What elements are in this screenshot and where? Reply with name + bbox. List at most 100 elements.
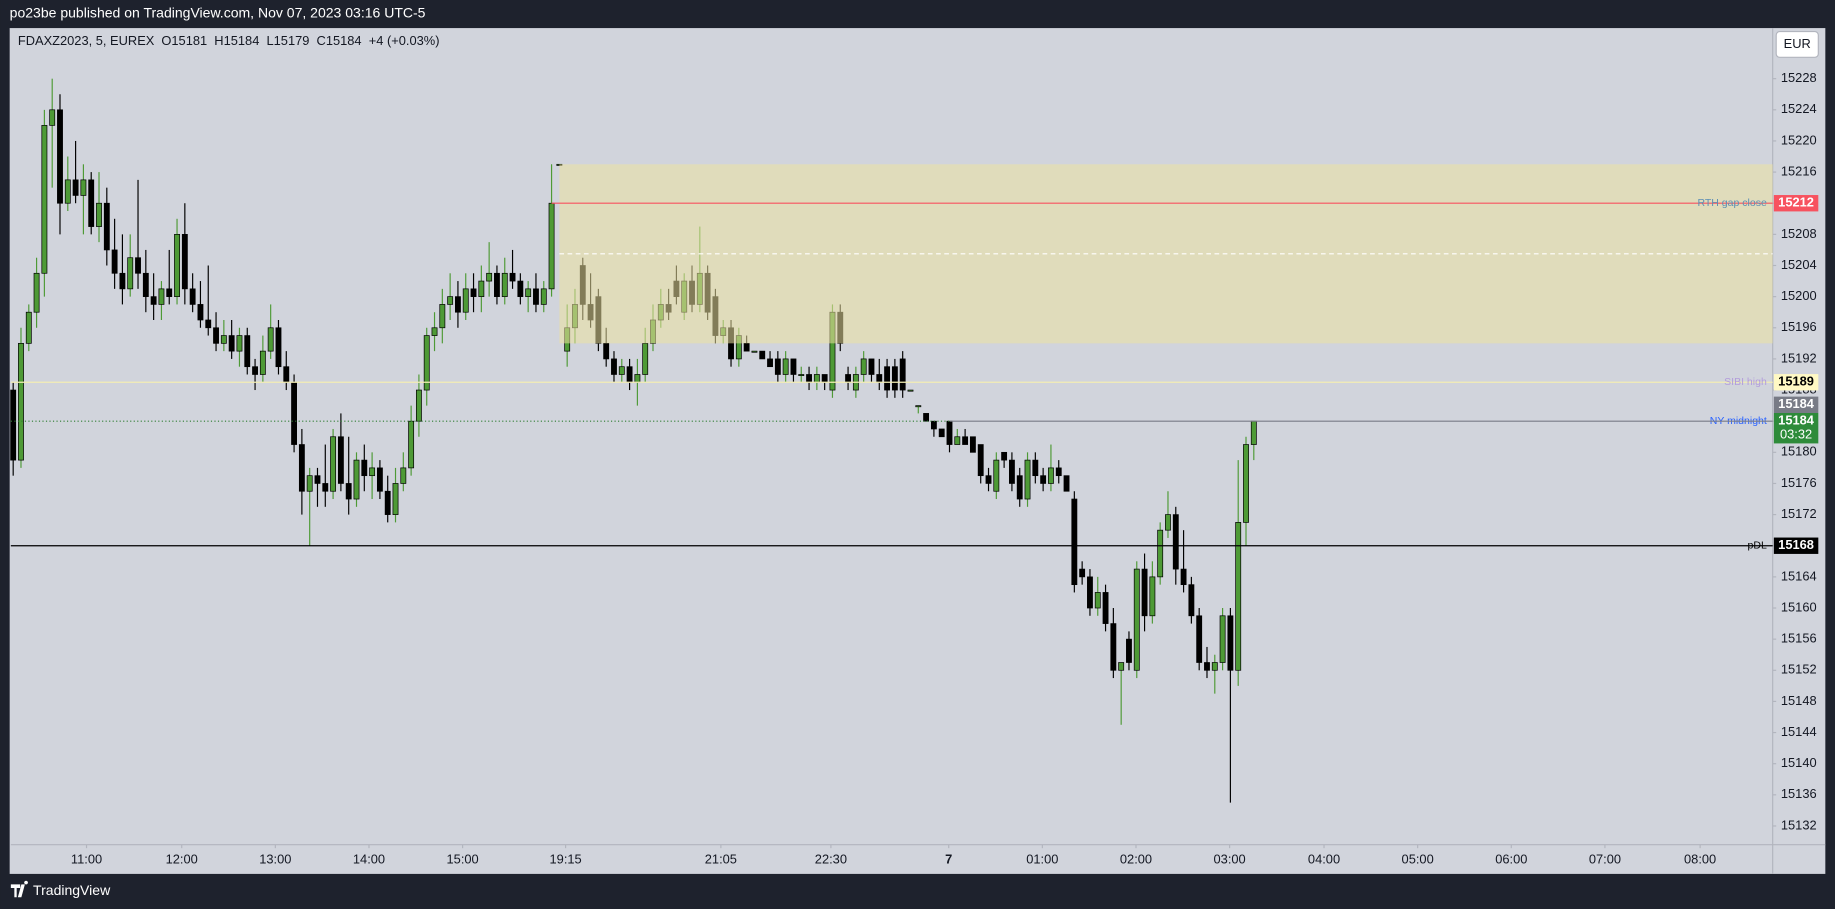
candle-body (985, 475, 992, 484)
candle-body (111, 249, 118, 274)
publisher: po23be published on TradingView.com, Nov… (10, 5, 426, 21)
candle-body (353, 459, 360, 500)
level-name: SIBI high (1724, 376, 1767, 388)
candle-body (150, 296, 157, 305)
currency[interactable]: EUR (1784, 36, 1811, 51)
candle-body (252, 366, 258, 375)
candle-body (1055, 467, 1062, 477)
candle-body (306, 475, 313, 492)
y-tick-label: 15228 (1781, 70, 1817, 85)
candle-body (189, 288, 196, 305)
candle-body (197, 304, 204, 321)
candle-body (384, 490, 391, 515)
candle-body (954, 436, 961, 445)
x-tick-label: 7 (945, 851, 952, 866)
candle-body (1094, 592, 1101, 609)
price-label-box (1773, 537, 1819, 554)
y-tick-label: 15200 (1781, 288, 1817, 303)
candle-body (220, 335, 227, 344)
candle-body (860, 358, 867, 375)
candle-body (798, 374, 805, 377)
candle-body (1110, 623, 1117, 671)
x-tick-label: 07:00 (1589, 851, 1621, 866)
candle-body (361, 459, 368, 477)
y-tick-label: 15148 (1781, 693, 1817, 708)
y-tick-label: 15144 (1781, 724, 1817, 739)
candle-body (743, 342, 750, 352)
candle-body (1219, 615, 1226, 663)
candle-body (1048, 467, 1054, 484)
x-tick-label: 14:00 (353, 851, 385, 866)
candle-body (337, 436, 344, 484)
candle-body (447, 296, 454, 305)
y-tick-label: 15172 (1781, 506, 1817, 521)
candle-body (915, 405, 922, 408)
candle-body (1032, 459, 1039, 477)
y-tick-label: 15176 (1781, 475, 1817, 490)
y-tick-label: 15204 (1781, 257, 1817, 272)
candle-body (813, 374, 820, 383)
y-tick-label: 15136 (1781, 786, 1817, 801)
level-name: RTH gap close (1697, 197, 1767, 209)
candle-body (400, 467, 407, 484)
price-label-box (1773, 396, 1819, 413)
candle-body (962, 436, 969, 445)
candle-body (174, 234, 180, 297)
candle-body (1180, 568, 1187, 586)
candle-body (33, 272, 40, 313)
price-label-box (1773, 195, 1819, 212)
last-price-box (1773, 412, 1819, 444)
y-tick-label: 15180 (1781, 444, 1817, 459)
candle-body (158, 288, 165, 305)
x-tick-label: 08:00 (1684, 851, 1716, 866)
candle-body (1063, 475, 1070, 492)
candle-body (611, 358, 617, 375)
x-tick-label: 22:30 (815, 851, 847, 866)
y-tick-label: 15224 (1781, 101, 1817, 116)
candle-body (166, 288, 173, 297)
currency-button[interactable] (1775, 31, 1819, 58)
candle-body (517, 280, 524, 297)
candle-body (884, 366, 891, 391)
candle-body (1001, 451, 1008, 461)
candle-body (1227, 615, 1234, 671)
last-price: 15184 (1778, 413, 1815, 428)
chart-area (9, 28, 1826, 874)
candle-body (80, 179, 87, 196)
candle-body (415, 389, 422, 422)
candle-body (540, 288, 547, 305)
candle-body (977, 444, 984, 477)
y-tick-label: 15216 (1781, 163, 1817, 178)
candle-body (767, 358, 773, 368)
x-tick-label: 06:00 (1495, 851, 1527, 866)
candle-body (103, 202, 110, 251)
candle-body (431, 327, 438, 336)
symbol: FDAXZ2023, 5, EUREX (18, 34, 155, 49)
y-tick-label: 15160 (1781, 599, 1817, 614)
x-tick-label: 01:00 (1026, 851, 1058, 866)
symbol-legend: FDAXZ2023, 5, EUREX O15181 H15184 L15179 … (18, 34, 440, 49)
candle-body (1040, 475, 1047, 484)
candle-body (10, 389, 17, 461)
candle-body (907, 389, 914, 392)
candle-body (283, 366, 290, 383)
candle-body (127, 257, 134, 290)
candle-body (525, 288, 532, 297)
candle-body (455, 296, 461, 313)
x-tick-label: 19:15 (550, 851, 582, 866)
candle-body (603, 342, 610, 360)
candle-body (938, 428, 945, 438)
candle-body (322, 483, 329, 492)
candle-body (1102, 592, 1109, 624)
candle-body (806, 374, 812, 383)
x-tick-label: 21:05 (705, 851, 737, 866)
candle-body (135, 257, 141, 274)
candle-body (1149, 576, 1156, 617)
candle-body (923, 413, 930, 422)
candle-body (533, 288, 539, 305)
y-tick-label: 15220 (1781, 132, 1817, 147)
candle-body (462, 288, 469, 313)
candle-body (790, 358, 797, 375)
